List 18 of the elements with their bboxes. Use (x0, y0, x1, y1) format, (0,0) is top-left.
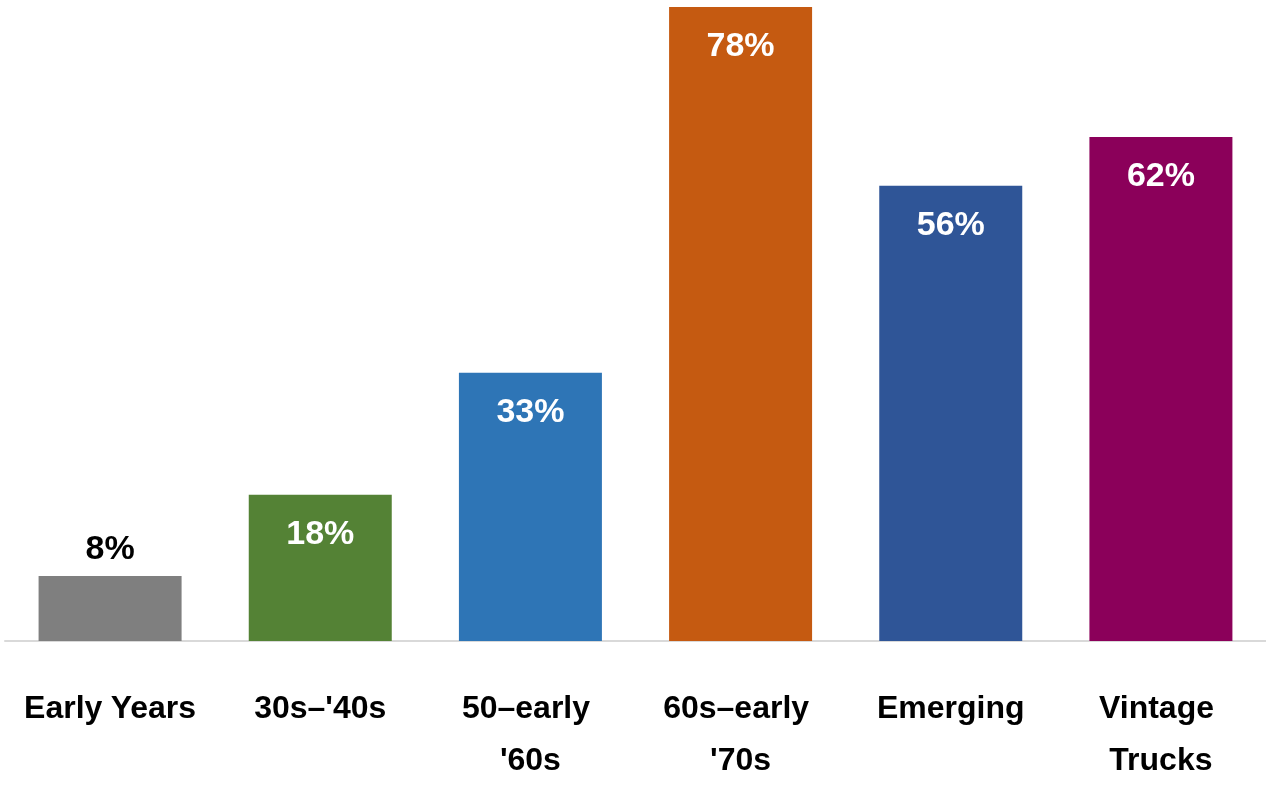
bar (1089, 137, 1233, 641)
bar (879, 185, 1023, 641)
data-label: 18% (286, 512, 355, 551)
data-label: 33% (496, 390, 565, 429)
data-label: 8% (85, 527, 135, 566)
bar (458, 372, 602, 641)
data-label: 78% (706, 25, 775, 63)
x-tick-label: 50–early '60s (461, 689, 599, 777)
x-tick-label: Emerging (876, 689, 1025, 725)
data-label: 62% (1126, 155, 1195, 194)
data-label: 56% (916, 203, 985, 242)
bar (669, 7, 813, 641)
x-tick-label: 60s–early '70s (663, 689, 818, 777)
x-tick-label: 30s–'40s (254, 689, 387, 725)
bar (38, 575, 182, 641)
bar (248, 494, 392, 641)
x-tick-label: Vintage Trucks (1098, 689, 1223, 777)
x-tick-label: Early Years (24, 689, 197, 725)
